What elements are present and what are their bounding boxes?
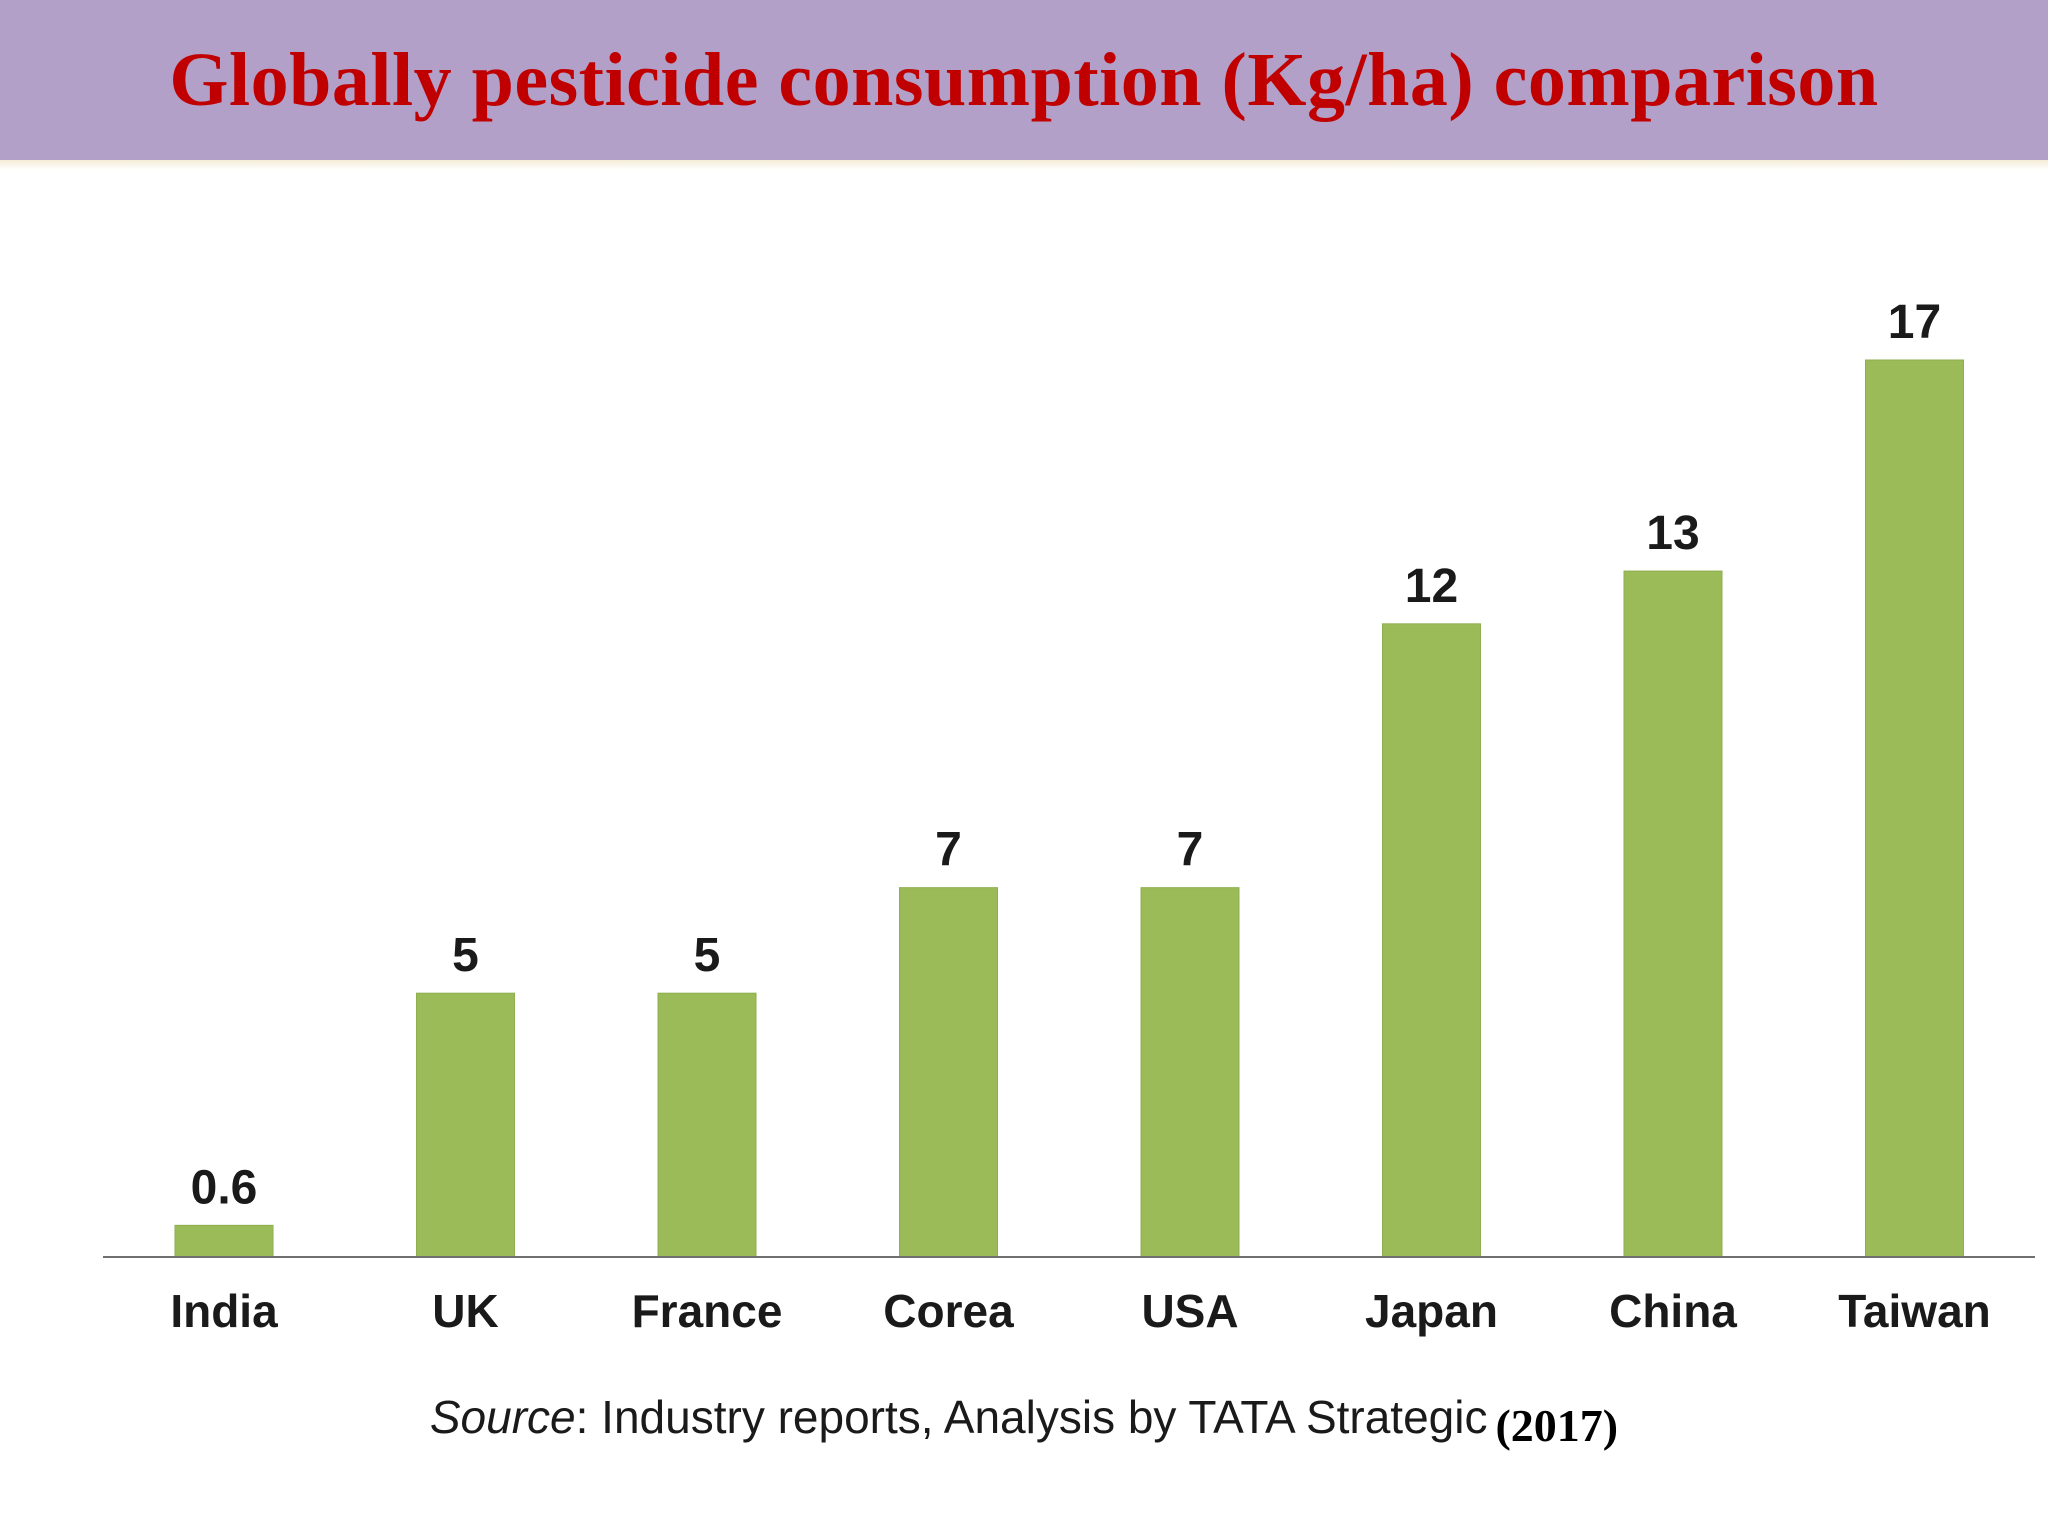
source-year: (2017) xyxy=(1495,1400,1619,1451)
source-text: : Industry reports, Analysis by TATA Str… xyxy=(575,1391,1488,1443)
category-label-france: France xyxy=(632,1285,783,1337)
category-label-corea: Corea xyxy=(883,1285,1014,1337)
data-label-france: 5 xyxy=(694,929,721,982)
data-label-taiwan: 17 xyxy=(1888,296,1941,349)
bar-japan xyxy=(1382,623,1481,1258)
bar-india xyxy=(174,1224,274,1258)
data-label-uk: 5 xyxy=(452,929,479,982)
bar-france xyxy=(657,992,757,1258)
bar-uk xyxy=(416,992,515,1258)
data-label-usa: 7 xyxy=(1177,824,1204,877)
category-label-uk: UK xyxy=(432,1285,498,1337)
data-label-japan: 12 xyxy=(1405,560,1458,613)
category-label-china: China xyxy=(1609,1285,1737,1337)
source-label: Source xyxy=(429,1391,576,1443)
category-label-usa: USA xyxy=(1141,1285,1238,1337)
bar-corea xyxy=(899,887,998,1258)
category-label-india: India xyxy=(170,1285,278,1337)
data-label-china: 13 xyxy=(1646,507,1699,560)
bar-usa xyxy=(1140,887,1240,1258)
data-label-india: 0.6 xyxy=(191,1161,258,1214)
source-line: Source: Industry reports, Analysis by TA… xyxy=(0,1390,2048,1451)
category-label-taiwan: Taiwan xyxy=(1838,1285,1991,1337)
slide-title: Globally pesticide consumption (Kg/ha) c… xyxy=(169,37,1879,122)
title-bar-shadow xyxy=(0,160,2048,170)
category-label-japan: Japan xyxy=(1365,1285,1498,1337)
title-bar: Globally pesticide consumption (Kg/ha) c… xyxy=(0,0,2048,160)
data-label-corea: 7 xyxy=(935,824,962,877)
bar-taiwan xyxy=(1865,359,1964,1258)
bar-china xyxy=(1623,570,1723,1258)
